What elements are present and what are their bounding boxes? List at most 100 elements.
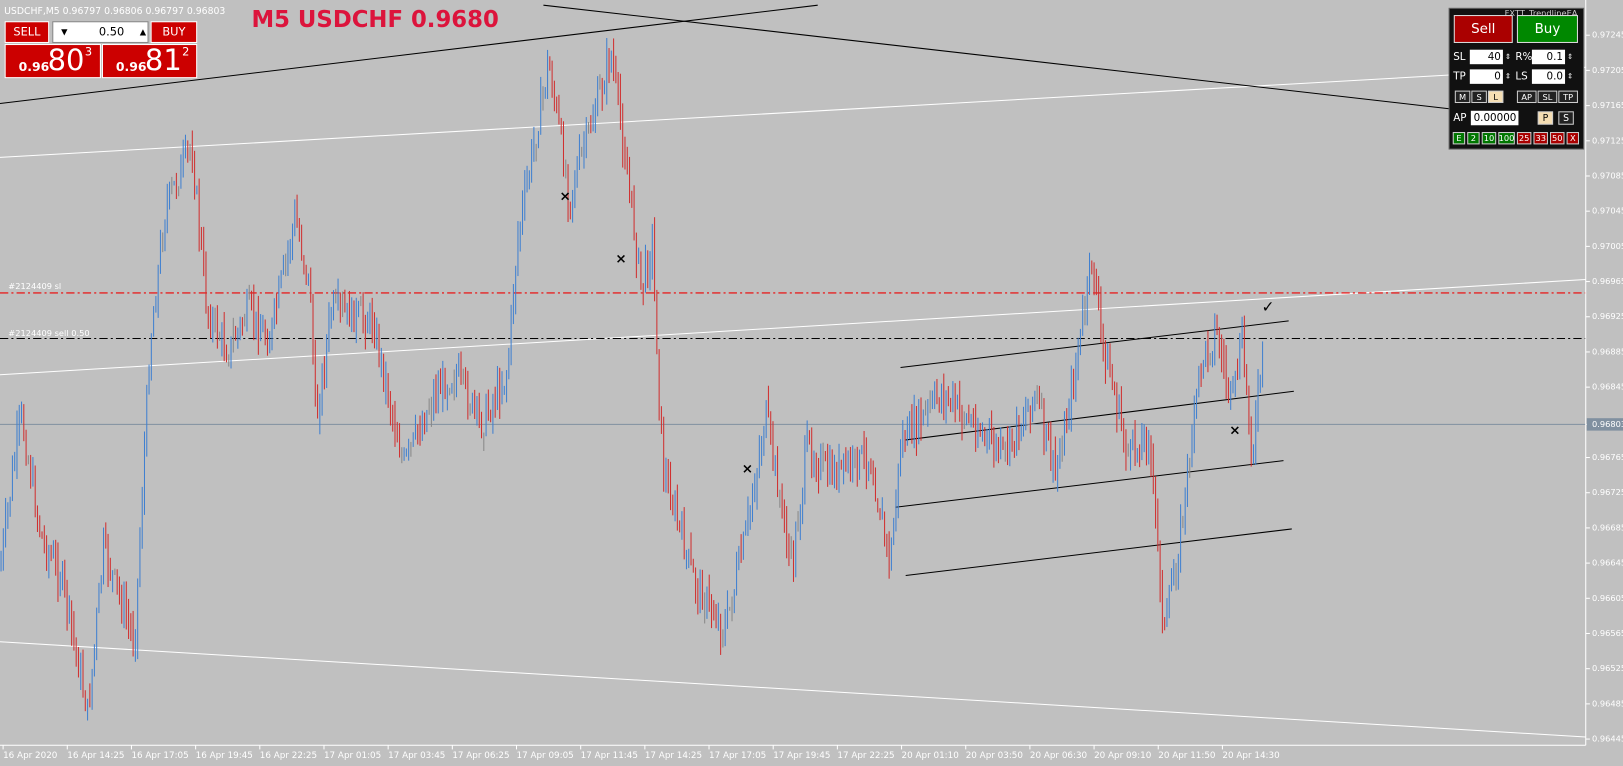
close-button-label: E <box>1456 133 1461 143</box>
time-label: 20 Apr 11:50 <box>1158 751 1215 761</box>
time-label: 17 Apr 09:05 <box>517 751 574 761</box>
ea-sell-label: Sell <box>1471 22 1495 37</box>
field-label: R% <box>1515 51 1532 63</box>
level-button-label: AP <box>1521 92 1532 102</box>
current-price-box <box>1586 418 1623 431</box>
ask-small: 2 <box>182 44 189 58</box>
close-button-label: 10 <box>1484 133 1495 143</box>
close-button-label: 50 <box>1552 133 1563 143</box>
close-button[interactable] <box>1533 131 1548 145</box>
price-label: 0.97005 <box>1592 241 1623 251</box>
price-label: 0.97125 <box>1592 135 1623 145</box>
mode-button[interactable] <box>1487 90 1504 104</box>
time-label: 17 Apr 11:45 <box>581 751 638 761</box>
field-value: 40 <box>1488 51 1501 63</box>
mode-button[interactable] <box>1471 90 1487 104</box>
spinner[interactable]: ⇕ <box>1505 52 1511 61</box>
spinner[interactable]: ⇕ <box>1567 52 1573 61</box>
close-button-label: X <box>1570 133 1576 143</box>
time-label: 20 Apr 03:50 <box>966 751 1023 761</box>
lot-up[interactable]: ▲ <box>140 27 147 37</box>
field-label: TP <box>1452 71 1466 83</box>
time-label: 16 Apr 19:45 <box>196 751 253 761</box>
spinner[interactable]: ⇕ <box>1505 72 1511 81</box>
bid-prefix: 0.96 <box>19 59 50 74</box>
lot-input[interactable] <box>52 21 149 43</box>
drawings <box>0 4 1586 738</box>
buy-button[interactable] <box>150 21 198 43</box>
time-label: 16 Apr 2020 <box>3 751 57 761</box>
price-label: 0.96445 <box>1592 734 1623 744</box>
channel-line <box>905 528 1292 577</box>
trendline <box>0 278 1586 376</box>
channel-line <box>900 320 1289 368</box>
close-button-label: 33 <box>1535 133 1546 143</box>
s-button[interactable] <box>1558 111 1574 125</box>
lot-down[interactable]: ▼ <box>61 27 68 37</box>
field-value: 0 <box>1494 71 1501 83</box>
price-label: 0.96925 <box>1592 311 1623 321</box>
buy-label: BUY <box>162 25 185 39</box>
close-button[interactable] <box>1550 131 1565 145</box>
time-label: 17 Apr 03:45 <box>388 751 445 761</box>
s-button-label: S <box>1563 113 1569 124</box>
bid-price-box[interactable] <box>4 44 101 79</box>
bid-small: 3 <box>85 44 92 58</box>
ap-input[interactable] <box>1470 110 1519 126</box>
close-button[interactable] <box>1481 131 1497 145</box>
ea-panel: FXTT_TrendlineEA Sell Buy SL 40 ⇕ R% 0.1 ⇕TP 0… <box>1448 7 1585 150</box>
trendline <box>0 66 1586 158</box>
time-label: 20 Apr 09:10 <box>1094 751 1151 761</box>
p-button[interactable] <box>1537 111 1554 125</box>
field-input[interactable] <box>1531 69 1566 84</box>
price-label: 0.96765 <box>1592 452 1623 462</box>
order-label: #2124409 sell 0.50 <box>8 328 89 338</box>
close-button[interactable] <box>1467 131 1480 145</box>
p-button-label: P <box>1543 113 1549 124</box>
ea-buy-button[interactable] <box>1516 15 1578 43</box>
price-label: 0.96645 <box>1592 558 1623 568</box>
level-button[interactable] <box>1516 90 1537 104</box>
level-button-label: TP <box>1562 92 1573 102</box>
mode-button-label: M <box>1459 92 1466 102</box>
chart-title: M5 USDCHF 0.9680 <box>252 7 499 33</box>
close-button[interactable] <box>1566 131 1580 145</box>
ea-name: FXTT_TrendlineEA <box>1505 8 1578 18</box>
candles <box>0 37 1264 721</box>
channel-line <box>905 390 1294 441</box>
price-label: 0.96685 <box>1592 522 1623 532</box>
level-button[interactable] <box>1558 90 1578 104</box>
time-label: 17 Apr 01:05 <box>324 751 381 761</box>
close-button[interactable] <box>1516 131 1532 145</box>
level-button[interactable] <box>1537 90 1558 104</box>
ea-sell-button[interactable] <box>1453 15 1513 43</box>
close-button[interactable] <box>1452 131 1466 145</box>
channel-line <box>895 460 1284 508</box>
price-label: 0.96803 <box>1592 419 1623 429</box>
mode-button-label: L <box>1493 92 1498 102</box>
price-label: 0.96885 <box>1592 346 1623 356</box>
price-label: 0.97045 <box>1592 206 1623 216</box>
time-label: 20 Apr 06:30 <box>1030 751 1087 761</box>
mode-button[interactable] <box>1454 90 1471 104</box>
symbol-info: USDCHF,M5 0.96797 0.96806 0.96797 0.9680… <box>4 6 225 17</box>
field-input[interactable] <box>1469 69 1503 84</box>
sell-button[interactable] <box>4 21 50 43</box>
price-label: 0.97205 <box>1592 65 1623 75</box>
price-label: 0.96525 <box>1592 663 1623 673</box>
field-input[interactable] <box>1531 49 1566 65</box>
mode-button-label: S <box>1476 92 1481 102</box>
x-marker: × <box>615 252 626 267</box>
close-button[interactable] <box>1498 131 1515 145</box>
close-button-label: 25 <box>1519 133 1530 143</box>
spinner[interactable]: ⇕ <box>1567 72 1573 81</box>
time-label: 20 Apr 14:30 <box>1222 751 1279 761</box>
bid-big: 80 <box>48 43 85 77</box>
ask-prefix: 0.96 <box>116 59 147 74</box>
x-marker: × <box>1229 424 1240 439</box>
ask-price-box[interactable] <box>101 44 198 79</box>
field-input[interactable] <box>1469 49 1503 65</box>
trendline <box>543 4 1450 110</box>
price-label: 0.96845 <box>1592 382 1623 392</box>
